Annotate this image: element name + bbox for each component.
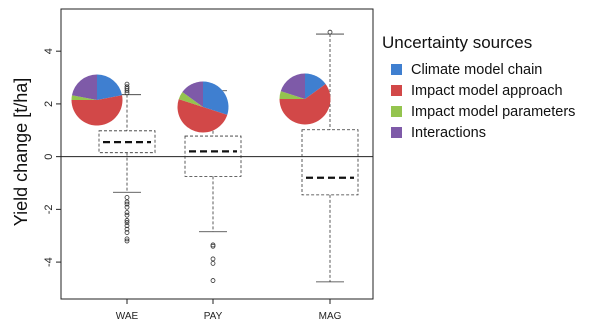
outlier-point <box>124 81 130 87</box>
y-tick-label: 2 <box>43 101 55 107</box>
box-mag <box>301 29 359 283</box>
legend-swatch <box>391 85 402 96</box>
pie-slice <box>71 95 123 126</box>
pie-slice <box>279 84 331 125</box>
pie-slice <box>97 74 123 100</box>
legend-title: Uncertainty sources <box>382 33 533 52</box>
outlier-point <box>124 204 130 210</box>
outlier-point <box>124 238 130 244</box>
outlier-point <box>124 210 130 215</box>
pie-slice <box>182 81 203 107</box>
legend-swatch <box>391 106 402 117</box>
legend-item-interactions: Interactions <box>382 122 575 143</box>
y-tick-label: 4 <box>43 48 55 54</box>
outlier-point <box>124 90 130 96</box>
x-tick-label: MAG <box>319 311 342 322</box>
outlier-point <box>210 243 216 249</box>
legend-item-impact-model-parameters: Impact model parameters <box>382 101 575 122</box>
legend-item-impact-model-approach: Impact model approach <box>382 80 575 101</box>
outlier-point <box>124 218 130 223</box>
legend-label: Impact model parameters <box>411 103 576 120</box>
outlier-point <box>124 195 130 200</box>
legend-label: Climate model chain <box>411 61 543 78</box>
pie-slice <box>305 73 326 99</box>
pie-slice <box>71 74 97 100</box>
outlier-point <box>210 278 216 283</box>
plot-frame <box>60 8 374 300</box>
uncertainty-pies <box>71 73 331 133</box>
outlier-point <box>124 223 130 229</box>
legend-item-climate-model-chain: Climate model chain <box>382 59 575 80</box>
box-plots <box>98 29 359 283</box>
outlier-point <box>210 261 216 266</box>
interquartile-box <box>98 130 156 154</box>
outlier-point <box>124 226 130 232</box>
legend-swatch <box>391 64 402 75</box>
y-tick-label: 0 <box>43 154 55 160</box>
pie-slice <box>279 91 305 99</box>
interquartile-box <box>184 135 242 177</box>
box-wae <box>98 81 156 244</box>
legend-label: Interactions <box>411 124 486 141</box>
legend-swatch <box>391 127 402 138</box>
pie-slice <box>280 73 305 99</box>
y-tick-label: -4 <box>43 257 55 267</box>
y-tick-label: -2 <box>43 204 55 214</box>
x-tick-label: PAY <box>204 311 223 322</box>
outlier-point <box>124 199 130 205</box>
x-axis-ticks: WAE PAY MAG <box>116 299 342 322</box>
pie-mag <box>279 73 331 125</box>
pie-slice <box>177 99 228 133</box>
legend: Uncertainty sources Climate model chain … <box>382 33 575 143</box>
outlier-point <box>210 256 216 262</box>
outlier-point <box>124 220 130 225</box>
y-axis-ticks: -4 -2 0 2 4 <box>43 48 61 267</box>
outlier-point <box>124 88 130 94</box>
pie-slice <box>71 95 97 100</box>
y-axis-label: Yield change [t/ha] <box>11 78 31 226</box>
outlier-point <box>124 212 130 218</box>
legend-label: Impact model approach <box>411 82 563 99</box>
x-tick-label: WAE <box>116 311 139 322</box>
pie-pay <box>177 81 229 133</box>
interquartile-box <box>301 129 359 196</box>
pie-slice <box>178 92 203 107</box>
outlier-point <box>327 29 333 35</box>
outlier-point <box>124 236 130 242</box>
outlier-point <box>124 230 130 235</box>
outlier-point <box>124 201 130 207</box>
pie-slice <box>203 81 229 115</box>
pie-wae <box>71 74 123 126</box>
